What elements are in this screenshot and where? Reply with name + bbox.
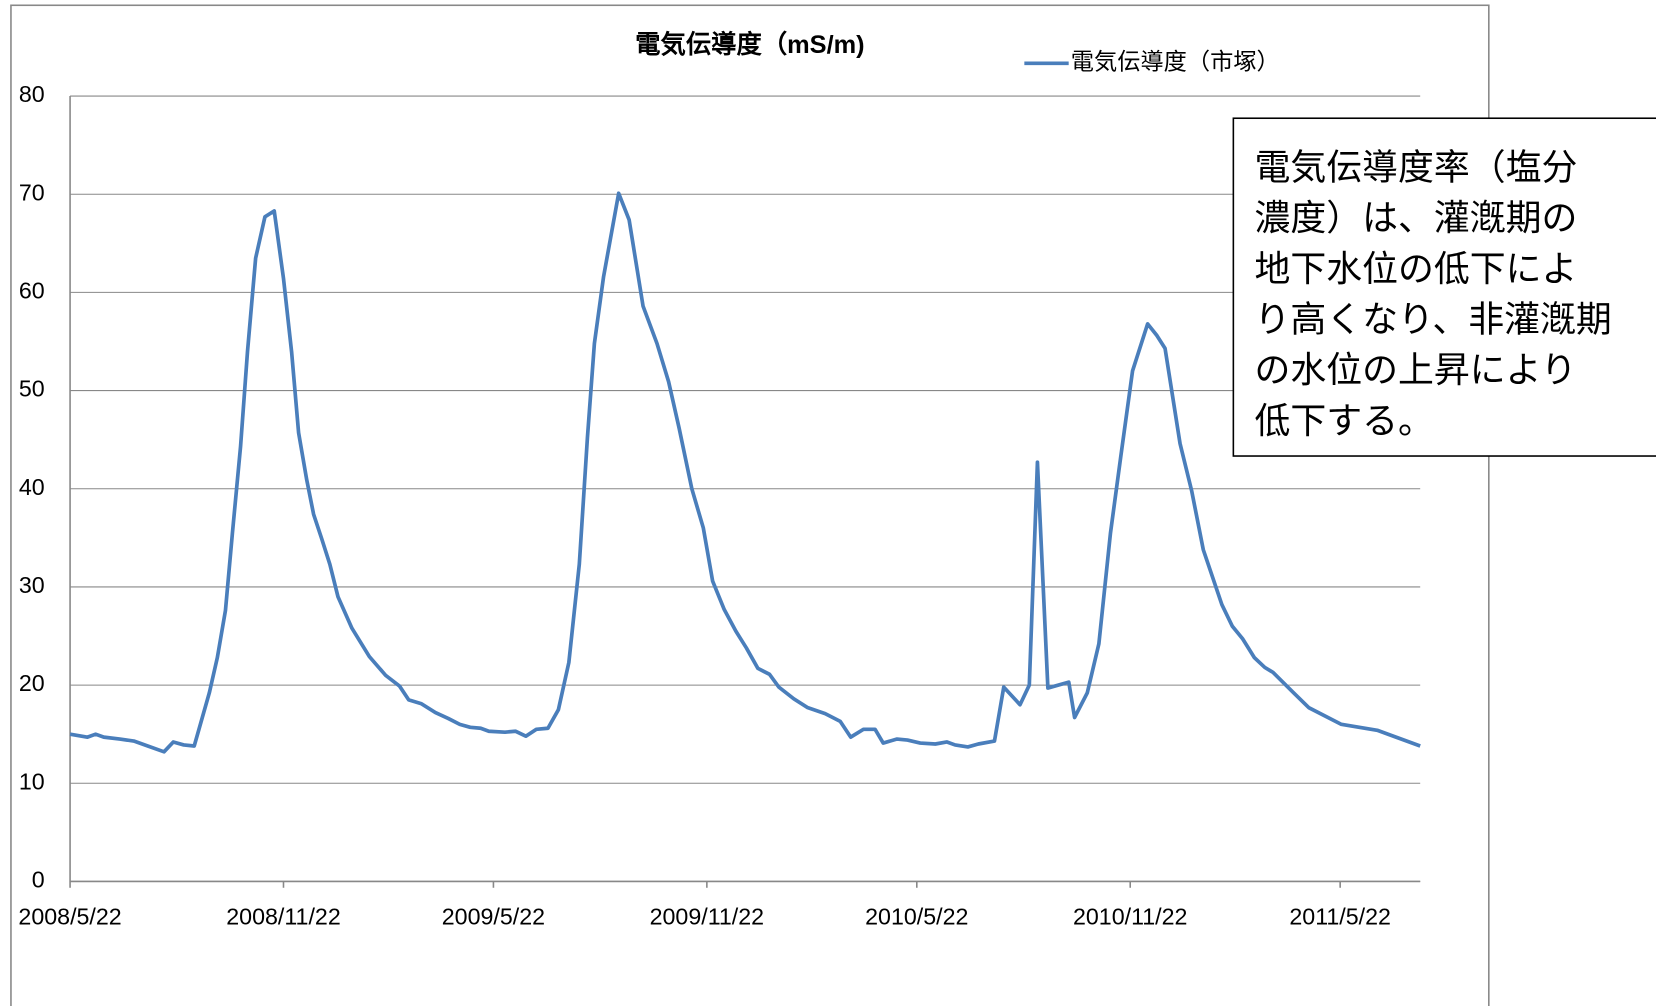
y-tick-label: 40 — [19, 474, 45, 500]
y-tick-label: 70 — [19, 179, 45, 205]
y-tick-label: 0 — [32, 867, 45, 893]
x-tick-label: 2010/11/22 — [1073, 904, 1187, 930]
annotation-line: の水位の上昇により — [1254, 350, 1576, 390]
y-tick-label: 80 — [19, 81, 45, 107]
annotation-line: 濃度）は、灌漑期の — [1254, 198, 1577, 238]
y-tick-label: 20 — [19, 670, 45, 696]
x-tick-label: 2009/11/22 — [650, 904, 764, 930]
annotation-line: 地下水位の低下によ — [1254, 249, 1577, 289]
y-tick-label: 30 — [19, 572, 45, 598]
annotation-line: 低下する。 — [1254, 401, 1433, 441]
x-tick-label: 2008/5/22 — [18, 904, 121, 930]
data-line — [69, 191, 1421, 754]
x-tick-label: 2008/11/22 — [226, 904, 340, 930]
x-tick-label: 2009/5/22 — [442, 904, 545, 930]
annotation-line: り高くなり、非灌漑期 — [1254, 299, 1611, 339]
x-tick-label: 2010/5/22 — [865, 904, 968, 930]
y-tick-label: 50 — [19, 376, 45, 402]
chart-title: 電気伝導度（mS/m) — [635, 30, 864, 59]
x-tick-label: 2011/5/22 — [1289, 904, 1391, 930]
y-tick-label: 10 — [19, 768, 45, 794]
y-tick-label: 60 — [19, 278, 45, 304]
annotation-line: 電気伝導度率（塩分 — [1254, 147, 1577, 187]
legend-label: 電気伝導度（市塚） — [1071, 48, 1280, 74]
annotation-box — [1232, 117, 1656, 457]
